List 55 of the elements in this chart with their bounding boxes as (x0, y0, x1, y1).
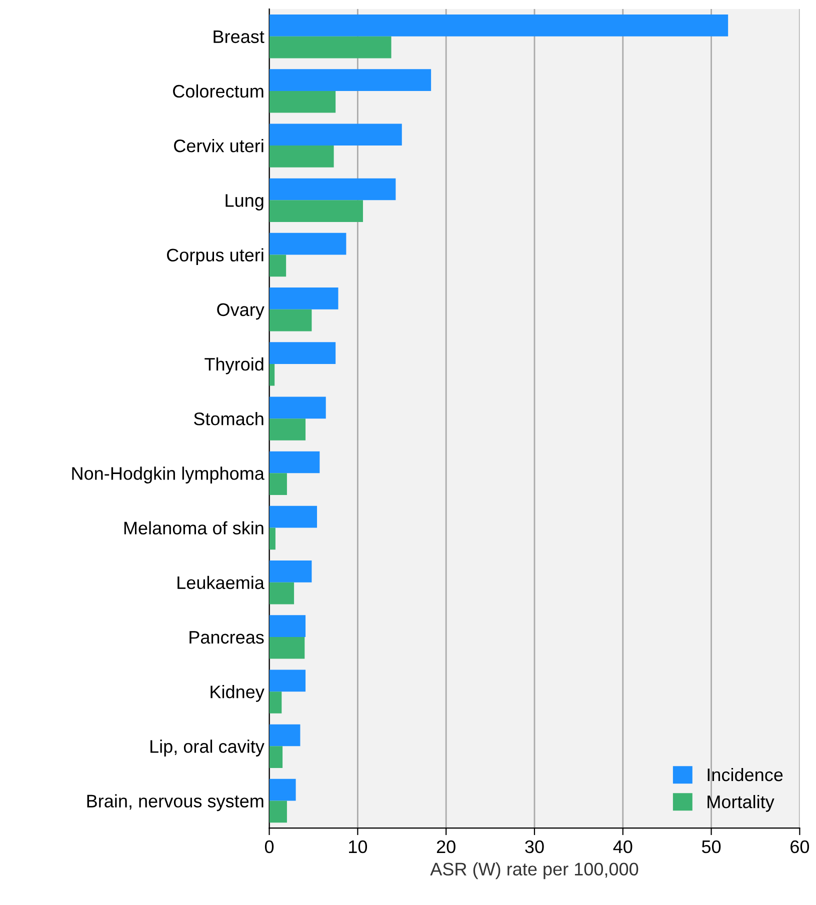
bar (269, 36, 392, 58)
bar (269, 724, 300, 746)
x-axis-title: ASR (W) rate per 100,000 (430, 862, 638, 880)
x-tick-label: 10 (349, 840, 368, 854)
bar (269, 582, 294, 604)
bar (269, 473, 287, 496)
bar (269, 636, 305, 659)
legend-label: Incidence (708, 768, 783, 782)
y-tick-label: Colorectum (173, 84, 264, 98)
x-tick-label: 40 (613, 840, 632, 854)
bar (269, 506, 318, 528)
x-tick-label: 30 (525, 840, 544, 854)
y-tick-label: Non-Hodgkin lymphoma (72, 466, 264, 484)
x-tick-label: 0 (264, 840, 274, 854)
bar (269, 69, 432, 91)
y-tick-label: Melanoma of skin (124, 521, 264, 534)
bar (269, 288, 338, 310)
bar (269, 254, 286, 277)
bar (269, 800, 287, 823)
y-tick-label: Leukaemia (178, 576, 264, 590)
y-tick-label: Breast (214, 30, 264, 44)
bar (269, 14, 728, 36)
bar (269, 418, 306, 440)
y-tick-label: Thyroid (204, 357, 264, 374)
bar (269, 364, 275, 386)
bar (269, 309, 312, 332)
y-tick-label: Stomach (194, 412, 264, 426)
y-tick-label: Ovary (217, 303, 264, 320)
y-tick-label: Pancreas (190, 631, 264, 644)
bar (269, 200, 363, 222)
bar (269, 396, 326, 419)
bar (269, 560, 312, 582)
bar (269, 451, 320, 474)
bar (269, 342, 336, 364)
bar (269, 124, 402, 146)
y-tick-label: Brain, nervous system (87, 794, 264, 812)
bar (269, 615, 306, 637)
bar (269, 528, 276, 550)
x-tick-label: 60 (790, 840, 810, 854)
x-tick-label: 50 (702, 840, 721, 854)
bar (269, 90, 336, 113)
y-tick-label: Lip, oral cavity (150, 740, 264, 756)
y-tick-label: Corpus uteri (167, 248, 264, 266)
bar (269, 232, 346, 255)
y-tick-label: Kidney (210, 685, 264, 702)
bar (269, 670, 306, 692)
x-tick-label: 20 (436, 840, 456, 854)
y-tick-label: Cervix uteri (174, 139, 264, 152)
bar (269, 178, 396, 200)
bar (269, 146, 334, 168)
bar (269, 746, 283, 768)
bar (269, 778, 296, 801)
y-tick-label: Lung (226, 194, 264, 210)
legend-label: Mortality (708, 794, 774, 812)
bar (269, 692, 282, 714)
